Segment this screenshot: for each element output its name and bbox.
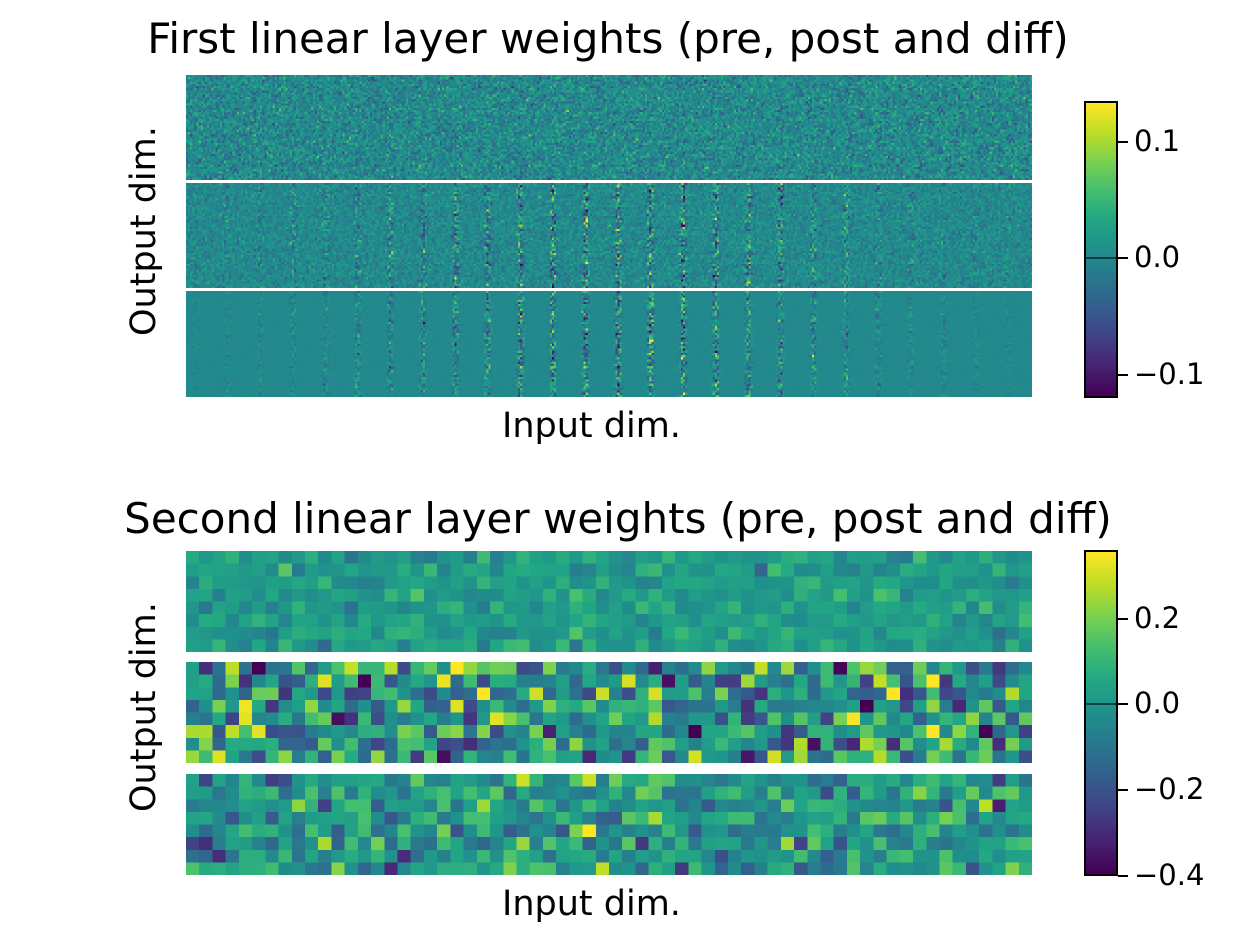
chart1-heatmap-diff — [186, 291, 1032, 397]
chart1-heatmap-post — [186, 183, 1032, 288]
chart2-title: Second linear layer weights (pre, post a… — [124, 494, 1112, 543]
chart1-xlabel: Input dim. — [502, 406, 681, 446]
chart2-heatmap-post — [186, 662, 1032, 763]
chart1-colorbar-zero-mark — [1086, 257, 1116, 260]
chart2-colorbar-tick-label: −0.2 — [1134, 772, 1205, 807]
chart1-colorbar-tick-label: 0.1 — [1134, 123, 1181, 158]
chart1-colorbar-tick — [1118, 140, 1128, 143]
chart1-heatmap-pre — [186, 75, 1032, 180]
chart2-colorbar-tick-label: 0.2 — [1134, 600, 1181, 635]
chart1-ylabel: Output dim. — [124, 126, 164, 336]
chart1-colorbar-tick — [1118, 373, 1128, 376]
chart2-colorbar-tick-label: −0.4 — [1134, 858, 1205, 892]
chart2-colorbar-tick — [1118, 703, 1128, 706]
chart1-colorbar — [1084, 101, 1118, 398]
chart2-heatmap-pre — [186, 551, 1032, 652]
chart2-colorbar-zero-mark — [1086, 703, 1116, 706]
chart1-colorbar-tick-label: 0.0 — [1134, 240, 1181, 275]
chart1-title: First linear layer weights (pre, post an… — [147, 14, 1069, 63]
chart2-colorbar-tick-label: 0.0 — [1134, 686, 1181, 721]
chart1-colorbar-tick — [1118, 257, 1128, 260]
chart2-colorbar-tick — [1118, 875, 1128, 877]
chart2-xlabel: Input dim. — [502, 884, 681, 924]
chart1-colorbar-tick-label: −0.1 — [1134, 356, 1205, 391]
chart2-colorbar-tick — [1118, 789, 1128, 792]
chart2-colorbar — [1084, 550, 1118, 876]
chart2-colorbar-tick — [1118, 617, 1128, 620]
chart2-ylabel: Output dim. — [124, 602, 164, 812]
chart2-heatmap-diff — [186, 774, 1032, 875]
